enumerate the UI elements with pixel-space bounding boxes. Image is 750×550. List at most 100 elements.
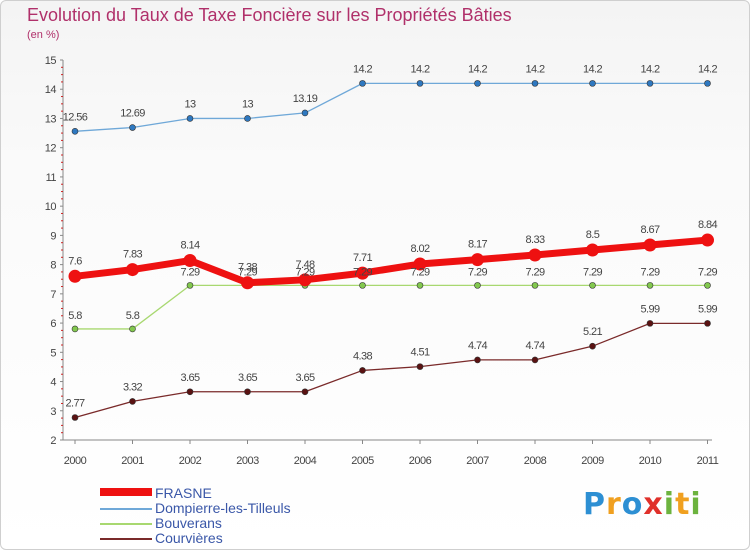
y-tick-label: 8 <box>50 260 56 272</box>
data-point-bouverans <box>186 282 194 289</box>
y-tick-label: 7 <box>50 289 56 301</box>
legend-label-bouverans: Bouverans <box>155 515 222 531</box>
data-point-courvieres <box>129 398 136 405</box>
x-tick-label: 2009 <box>581 455 604 467</box>
data-label-courvieres: 4.74 <box>525 340 544 352</box>
data-label-dompierre: 14.2 <box>468 63 487 75</box>
logo-letter-5: i <box>663 487 676 522</box>
x-tick-label: 2011 <box>697 455 719 467</box>
data-label-bouverans: 7.29 <box>640 266 659 278</box>
x-tick-label: 2006 <box>409 455 432 467</box>
logo-letter-6: t <box>675 487 691 522</box>
y-tick-label: 2 <box>50 435 56 447</box>
data-point-dompierre <box>186 115 194 122</box>
data-label-bouverans: 7.29 <box>410 266 429 278</box>
y-tick-label: 12 <box>45 143 57 155</box>
data-label-courvieres: 5.99 <box>698 303 717 315</box>
data-label-frasne: 7.83 <box>123 249 142 261</box>
data-point-courvieres <box>531 356 539 364</box>
y-tick-label: 14 <box>45 84 57 96</box>
y-tick-label: 11 <box>46 172 57 184</box>
logo-letter-4: x <box>643 487 664 522</box>
data-label-bouverans: 7.29 <box>353 266 372 278</box>
axes: 2 3 4 5 6 7 8 9 10 11 12 13 14 15 2000 2001 2002 2003 2004… <box>45 55 719 467</box>
series-line-frasne <box>71 236 711 287</box>
data-point-dompierre <box>589 80 596 87</box>
legend-swatch-frasne <box>100 488 152 496</box>
data-label-dompierre: 14.2 <box>525 63 544 75</box>
legend-label-courvieres: Courvières <box>155 530 223 546</box>
data-point-bouverans <box>531 282 539 289</box>
data-point-frasne <box>356 266 369 280</box>
data-point-frasne <box>528 248 542 262</box>
data-point-bouverans <box>704 282 711 289</box>
data-point-bouverans <box>71 325 79 333</box>
data-point-courvieres <box>244 388 251 396</box>
data-point-frasne <box>298 273 312 287</box>
chart-title: Evolution du Taux de Taxe Foncière sur l… <box>27 5 512 25</box>
series-layer <box>68 80 714 421</box>
data-point-frasne <box>126 263 139 277</box>
data-label-dompierre: 13 <box>242 98 254 110</box>
data-point-dompierre <box>531 80 539 87</box>
data-point-frasne <box>183 254 197 268</box>
x-tick-label: 2004 <box>294 455 317 467</box>
data-point-bouverans <box>474 282 481 289</box>
data-label-bouverans: 5.8 <box>68 310 82 322</box>
data-label-bouverans: 5.8 <box>126 310 140 322</box>
y-tick-label: 15 <box>45 55 57 67</box>
data-label-frasne: 8.02 <box>410 243 429 255</box>
y-axis-unit: (en %) <box>27 29 60 41</box>
data-point-dompierre <box>474 80 481 87</box>
data-point-bouverans <box>589 282 596 289</box>
data-label-dompierre: 14.2 <box>698 63 717 75</box>
data-point-dompierre <box>359 80 366 87</box>
data-label-bouverans: 7.29 <box>583 266 602 278</box>
data-label-courvieres: 5.99 <box>640 303 659 315</box>
data-label-courvieres: 4.74 <box>468 340 487 352</box>
data-label-dompierre: 13 <box>184 98 196 110</box>
series-line-courvieres <box>74 322 709 419</box>
y-tick-label: 5 <box>50 347 56 359</box>
data-label-frasne: 8.5 <box>586 229 600 241</box>
data-label-bouverans: 7.29 <box>468 266 487 278</box>
data-label-courvieres: 2.77 <box>65 397 84 409</box>
data-label-frasne: 8.33 <box>525 234 544 246</box>
logo-letter-2: r <box>606 487 622 522</box>
data-label-frasne: 8.17 <box>468 239 487 251</box>
series-line-bouverans <box>74 284 709 330</box>
data-point-dompierre <box>416 80 424 87</box>
data-label-dompierre: 14.2 <box>583 63 602 75</box>
data-label-frasne: 7.48 <box>295 259 314 271</box>
data-label-courvieres: 3.65 <box>238 372 257 384</box>
data-point-bouverans <box>359 282 366 289</box>
data-label-courvieres: 3.32 <box>123 381 142 393</box>
data-point-courvieres <box>704 320 711 327</box>
x-tick-label: 2002 <box>179 455 202 467</box>
data-point-dompierre <box>704 80 711 87</box>
data-point-bouverans <box>646 282 654 289</box>
data-label-dompierre: 14.2 <box>353 63 372 75</box>
data-label-bouverans: 7.29 <box>698 266 717 278</box>
data-label-courvieres: 5.21 <box>583 326 602 338</box>
data-point-courvieres <box>474 356 481 364</box>
proxiti-logo: Proxiti <box>583 487 702 522</box>
data-point-dompierre <box>301 109 309 117</box>
data-label-dompierre: 13.19 <box>293 93 318 105</box>
data-point-courvieres <box>71 414 79 421</box>
x-tick-label: 2000 <box>64 455 87 467</box>
data-label-frasne: 8.67 <box>640 224 659 236</box>
data-label-bouverans: 7.29 <box>238 266 257 278</box>
legend-swatch-courvieres <box>100 538 152 540</box>
data-label-frasne: 8.14 <box>180 240 199 252</box>
legend-swatch-dompierre <box>100 508 152 510</box>
x-tick-label: 2008 <box>524 455 547 467</box>
y-tick-label: 6 <box>50 318 56 330</box>
logo-letter-1: P <box>583 487 606 522</box>
data-point-frasne <box>241 276 254 290</box>
data-label-dompierre: 12.69 <box>120 108 145 120</box>
data-label-frasne: 8.84 <box>698 219 717 231</box>
x-tick-label: 2003 <box>236 455 259 467</box>
data-label-bouverans: 7.29 <box>180 266 199 278</box>
